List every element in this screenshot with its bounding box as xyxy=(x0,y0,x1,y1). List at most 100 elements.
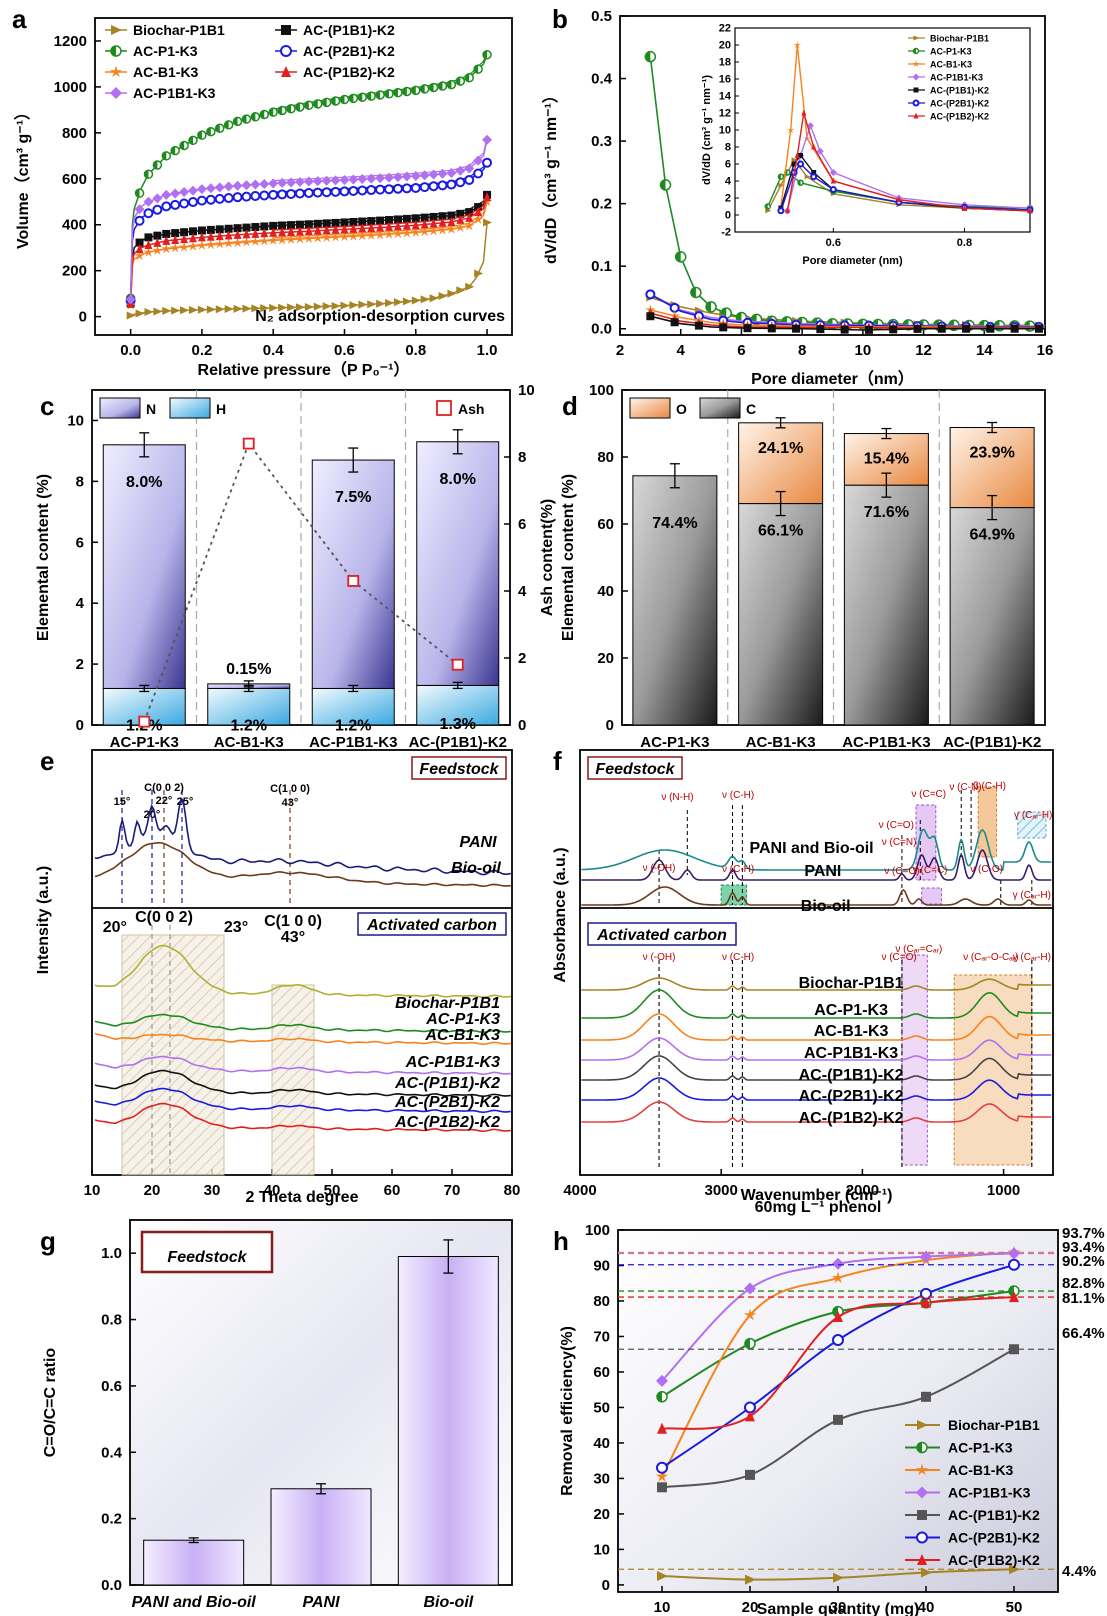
data-point xyxy=(223,181,234,192)
data-label-N: 8.0% xyxy=(440,471,476,488)
inset-x-tick-label: 0.8 xyxy=(957,237,972,249)
inset-point xyxy=(791,161,797,167)
x-tick-label: 10 xyxy=(84,1182,101,1199)
data-point xyxy=(260,304,270,313)
data-point xyxy=(250,236,261,246)
annotation: ν (C=C) xyxy=(911,789,946,800)
legend-marker xyxy=(913,112,919,119)
data-point xyxy=(669,302,680,313)
data-point xyxy=(330,175,341,186)
data-point xyxy=(962,324,971,333)
data-point xyxy=(428,225,439,236)
data-point xyxy=(143,196,154,207)
data-point xyxy=(170,188,181,199)
y-tick-label: 100 xyxy=(589,382,614,399)
data-point xyxy=(171,234,180,244)
data-point xyxy=(285,233,297,244)
legend-label: AC-P1-K3 xyxy=(133,43,198,59)
y-axis-label: C=O/C=C ratio xyxy=(42,1348,59,1458)
bar xyxy=(270,1488,372,1586)
data-label-N: 8.0% xyxy=(126,474,162,491)
data-point xyxy=(331,301,341,310)
series-label: AC-(P2B1)-K2 xyxy=(394,1094,500,1111)
data-point xyxy=(447,289,457,298)
panel-g: g 0.0 0.2 0.4 0.6 0.8 1.0 C=O/C=C ratio Feedstoc… xyxy=(40,1219,513,1611)
data-point xyxy=(189,227,198,236)
data-point xyxy=(153,307,163,316)
data-point xyxy=(437,168,448,179)
data-point xyxy=(831,1271,845,1284)
data-point xyxy=(251,304,261,313)
data-point xyxy=(646,312,655,321)
data-point xyxy=(420,295,430,304)
data-point xyxy=(312,187,323,198)
x-tick-label: PANI xyxy=(302,1594,340,1611)
data-point xyxy=(206,225,215,234)
data-point xyxy=(180,234,189,244)
panel-d: d 0 20 40 60 80 100 Elemental content (%) 74.4% A… xyxy=(560,382,1046,751)
data-point xyxy=(152,245,163,255)
data-point xyxy=(456,286,466,295)
data-point xyxy=(428,181,439,192)
y-tick-label: 70 xyxy=(593,1328,610,1345)
data-point xyxy=(864,325,873,334)
data-point xyxy=(278,221,287,230)
annotation: ν (C=C) xyxy=(913,865,948,876)
legend-label: C xyxy=(746,401,756,417)
annotation: β (C-H) xyxy=(973,781,1006,792)
legend-marker xyxy=(917,1510,927,1520)
inset-point xyxy=(811,143,817,150)
data-point xyxy=(429,294,439,303)
ash-point xyxy=(138,715,151,728)
legend-label: AC-P1B1-K3 xyxy=(133,85,216,101)
y2-tick-label: 0 xyxy=(518,717,526,734)
data-point xyxy=(304,226,313,236)
data-point xyxy=(473,155,484,166)
panel-letter: h xyxy=(553,1226,569,1256)
y-tick-label: 10 xyxy=(67,412,84,429)
data-point xyxy=(446,179,457,190)
data-point xyxy=(313,219,322,228)
x-tick-label: 4000 xyxy=(563,1182,596,1199)
data-point xyxy=(1010,324,1019,333)
panel-f: f 4000 3000 2000 1000 Wavenumber (cm⁻¹) Absorb… xyxy=(552,746,1054,1204)
data-point xyxy=(465,208,474,217)
data-point xyxy=(921,1567,932,1578)
data-point xyxy=(483,218,493,227)
y-tick-label: 0.1 xyxy=(591,258,612,275)
data-point-fill xyxy=(233,117,238,126)
data-point xyxy=(483,192,492,202)
annotation: ν (C=O) xyxy=(884,866,919,877)
data-point xyxy=(339,186,350,197)
data-point-fill xyxy=(456,77,461,86)
series-Bio-oil xyxy=(581,886,1052,906)
top-title-box xyxy=(411,756,507,780)
legend-marker xyxy=(915,1463,929,1476)
data-point xyxy=(286,188,297,199)
data-point xyxy=(402,214,411,223)
data-point xyxy=(401,183,412,194)
y-axis-label: Elemental content (%) xyxy=(560,474,577,641)
inset-y-tick-label: 8 xyxy=(725,142,731,154)
inset-x-axis-label: Pore diameter (nm) xyxy=(802,255,903,267)
series-Biochar-P1B1 xyxy=(126,218,493,320)
data-point xyxy=(438,291,448,300)
data-point xyxy=(134,250,145,261)
data-point xyxy=(340,224,349,234)
data-point xyxy=(392,183,403,194)
x-tick-label: 60 xyxy=(384,1182,401,1199)
data-point xyxy=(178,241,190,252)
bar-N xyxy=(311,459,395,689)
y-tick-label: 400 xyxy=(62,217,87,234)
data-point-fill xyxy=(304,101,309,110)
series-AC-(P1B1)-K2 xyxy=(94,1069,511,1098)
x-axis-label: Relative pressure（P P₀⁻¹） xyxy=(198,361,410,379)
series-label: AC-P1-K3 xyxy=(425,1011,500,1028)
inset-point-fill xyxy=(765,204,768,209)
x-tick-label: 50 xyxy=(1006,1599,1023,1616)
series-label: PANI xyxy=(804,863,841,880)
inset-point xyxy=(784,207,790,214)
inset-point xyxy=(829,169,837,176)
chart-title: 60mg L⁻¹ phenol xyxy=(755,1199,882,1216)
data-point xyxy=(376,222,385,232)
